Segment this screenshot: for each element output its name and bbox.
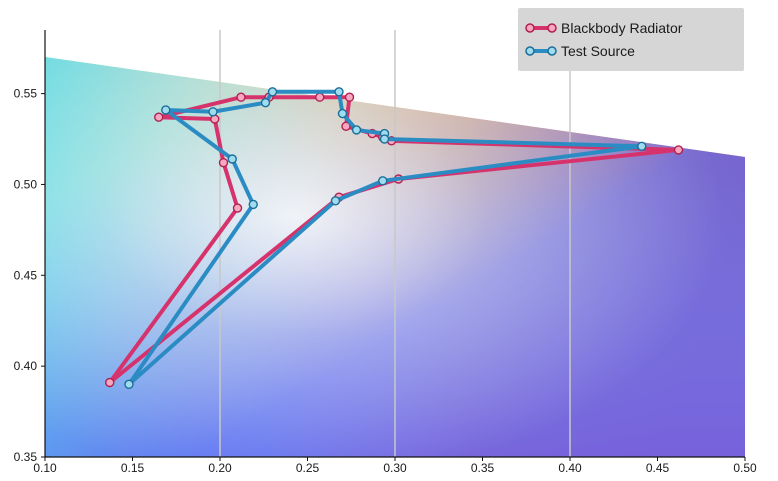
data-point bbox=[315, 92, 325, 102]
legend-item-test-source: Test Source bbox=[525, 43, 635, 59]
x-tick-label: 0.20 bbox=[208, 461, 232, 475]
series-line bbox=[127, 89, 644, 387]
data-point bbox=[124, 379, 134, 390]
data-point bbox=[105, 377, 115, 388]
x-tick-label: 0.40 bbox=[558, 461, 582, 475]
x-tick-label: 0.30 bbox=[383, 461, 407, 475]
series-layer bbox=[105, 87, 684, 390]
data-point bbox=[267, 87, 278, 97]
data-point bbox=[344, 92, 355, 102]
legend-marker-blackbody bbox=[525, 23, 535, 33]
data-point bbox=[227, 154, 237, 164]
data-point bbox=[218, 157, 229, 168]
data-point bbox=[378, 176, 388, 186]
legend-label-test-source: Test Source bbox=[561, 43, 635, 59]
data-point bbox=[161, 105, 171, 115]
x-tick-label: 0.35 bbox=[471, 461, 495, 475]
data-point bbox=[337, 108, 348, 119]
x-tick-label: 0.25 bbox=[296, 461, 320, 475]
data-point bbox=[208, 107, 218, 117]
data-point bbox=[334, 87, 344, 97]
y-tick-label: 0.40 bbox=[14, 359, 38, 373]
data-point bbox=[260, 97, 271, 108]
data-point bbox=[637, 141, 647, 151]
y-tick-label: 0.45 bbox=[14, 268, 38, 282]
data-point bbox=[248, 199, 258, 210]
x-tick-label: 0.15 bbox=[121, 461, 145, 475]
x-tick-label: 0.45 bbox=[646, 461, 670, 475]
y-tick-label: 0.55 bbox=[14, 87, 38, 101]
data-point bbox=[341, 121, 351, 132]
y-tick-label: 0.35 bbox=[14, 450, 38, 464]
x-tick-label: 0.50 bbox=[733, 461, 757, 475]
legend-label-blackbody: Blackbody Radiator bbox=[561, 20, 683, 36]
legend-item-blackbody: Blackbody Radiator bbox=[525, 20, 683, 36]
legend-box bbox=[518, 8, 744, 71]
x-axis-ticks: 0.10 0.15 0.20 0.25 0.30 0.35 0.40 0.45 0.50 bbox=[33, 457, 757, 475]
y-axis-ticks: 0.35 0.40 0.45 0.50 0.55 bbox=[14, 87, 45, 464]
data-point bbox=[351, 125, 362, 135]
data-point bbox=[232, 203, 243, 213]
series-test-source bbox=[124, 87, 647, 390]
y-tick-label: 0.50 bbox=[14, 177, 38, 191]
data-point bbox=[236, 92, 246, 102]
data-point bbox=[379, 134, 390, 144]
legend: Blackbody Radiator Test Source bbox=[518, 8, 744, 71]
data-point bbox=[673, 145, 684, 155]
data-point bbox=[154, 112, 164, 122]
data-point bbox=[330, 196, 341, 206]
legend-marker-test-source bbox=[525, 46, 535, 56]
x-tick-label: 0.10 bbox=[33, 461, 57, 475]
